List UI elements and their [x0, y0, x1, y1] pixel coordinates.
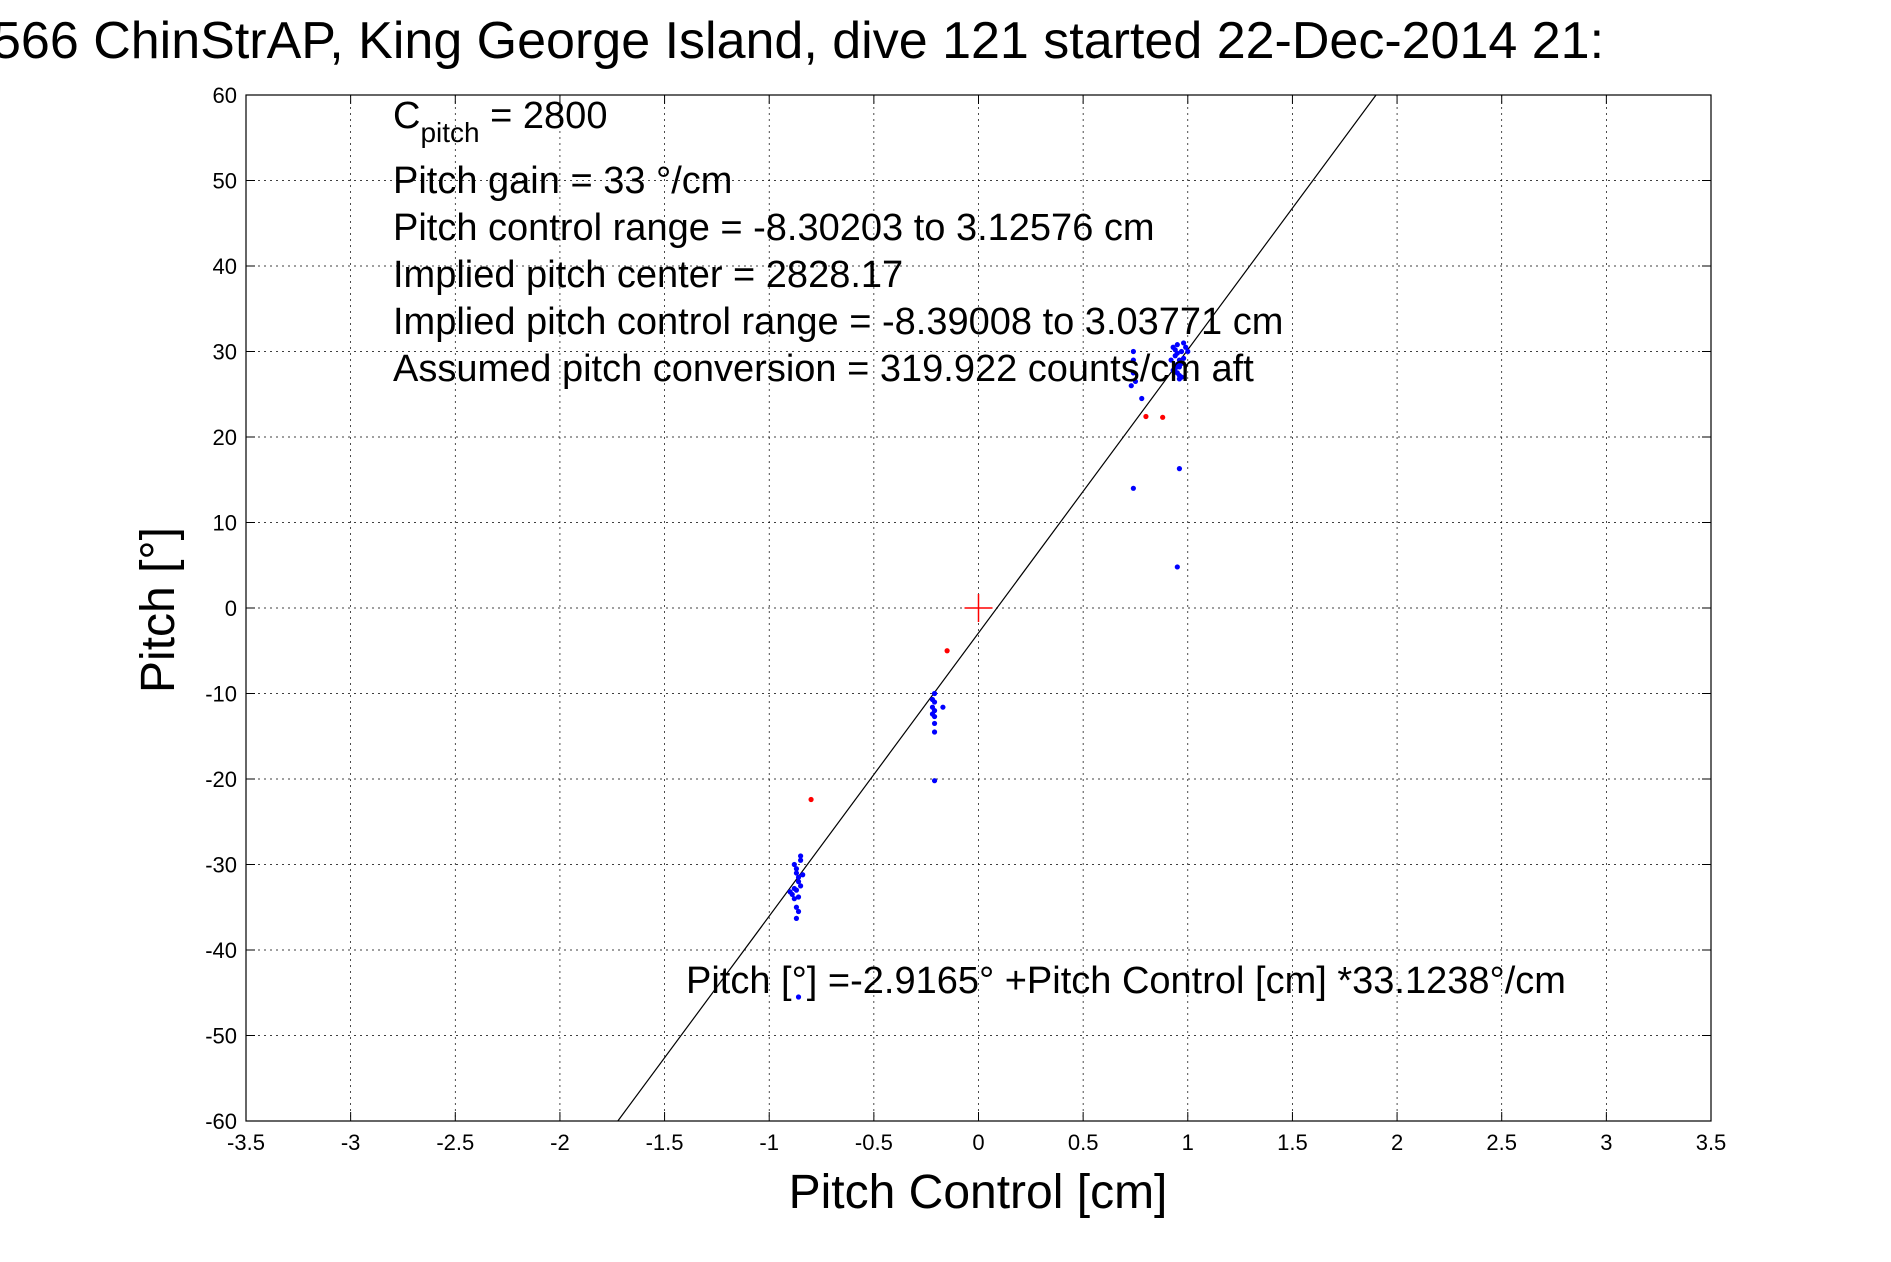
fit-line — [617, 94, 1377, 1122]
blue-data-point — [929, 704, 936, 710]
x-tick-label: 0 — [972, 1130, 984, 1155]
x-tick-label: 0.5 — [1068, 1130, 1099, 1155]
blue-data-point — [1128, 383, 1134, 389]
blue-data-point — [795, 874, 802, 880]
blue-data-point — [1176, 466, 1183, 472]
blue-data-point — [791, 896, 797, 902]
cpitch-main: C — [393, 95, 420, 137]
blue-data-point — [931, 778, 938, 784]
y-tick-label: -20 — [205, 767, 237, 792]
blue-data-point — [1130, 370, 1136, 376]
x-tick-label: 3.5 — [1696, 1130, 1727, 1155]
y-tick-label: 60 — [213, 83, 237, 108]
blue-data-point — [798, 857, 804, 863]
x-tick-label: 1 — [1182, 1130, 1194, 1155]
x-tick-label: 2 — [1391, 1130, 1403, 1155]
blue-data-point — [940, 704, 946, 710]
x-tick-label: -0.5 — [855, 1130, 893, 1155]
red-data-point — [808, 796, 814, 803]
x-axis-label: Pitch Control [cm] — [789, 1166, 1168, 1219]
blue-data-point — [1181, 340, 1187, 346]
chart-title: 566 ChinStrAP, King George Island, dive … — [0, 12, 1605, 70]
blue-data-point — [1178, 360, 1185, 367]
implied-center-annotation: Implied pitch center = 2828.17 — [393, 254, 903, 296]
blue-data-point — [793, 915, 800, 921]
blue-data-point — [795, 994, 802, 1000]
implied-range-annotation: Implied pitch control range = -8.39008 t… — [393, 301, 1283, 343]
blue-data-point — [795, 908, 802, 915]
y-tick-label: -50 — [205, 1024, 237, 1049]
blue-data-point — [931, 720, 938, 727]
x-tick-label: -3.5 — [227, 1130, 265, 1155]
x-tick-label: 2.5 — [1486, 1130, 1517, 1155]
red-data-point — [1160, 414, 1166, 420]
x-tick-label: 3 — [1600, 1130, 1612, 1155]
blue-data-point — [1176, 372, 1183, 379]
blue-data-point — [1130, 348, 1136, 355]
blue-data-point — [1168, 357, 1174, 363]
blue-data-point — [1132, 378, 1139, 385]
blue-data-point — [798, 853, 804, 859]
x-tick-label: -3 — [341, 1130, 361, 1155]
y-tick-label: 10 — [213, 511, 237, 536]
fit-line-group — [617, 94, 1377, 1122]
red-data-point — [1143, 413, 1149, 420]
y-tick-label: 40 — [213, 254, 237, 279]
y-tick-label: -30 — [205, 853, 237, 878]
x-tick-label: 1.5 — [1277, 1130, 1308, 1155]
blue-data-point — [793, 870, 800, 876]
blue-data-point — [1174, 564, 1180, 570]
blue-data-point — [929, 711, 936, 717]
y-tick-label: -10 — [205, 682, 237, 707]
blue-data-point — [1130, 357, 1136, 363]
blue-data-point — [795, 879, 802, 885]
conversion-annotation: Assumed pitch conversion = 319.922 count… — [393, 348, 1254, 390]
center-marker-group — [964, 594, 993, 622]
blue-data-point — [795, 894, 802, 900]
cpitch-subscript: pitch — [420, 117, 479, 148]
y-tick-label: 30 — [213, 340, 237, 365]
control-range-annotation: Pitch control range = -8.30203 to 3.1257… — [393, 207, 1155, 249]
blue-data-point — [1130, 485, 1136, 491]
blue-data-point — [1178, 348, 1185, 355]
blue-data-point — [791, 861, 797, 868]
y-tick-label: -60 — [205, 1109, 237, 1134]
blue-data-point — [931, 729, 938, 735]
blue-data-point — [787, 889, 793, 895]
y-tick-label: 50 — [213, 169, 237, 194]
blue-data-point — [1139, 395, 1145, 402]
x-tick-label: -1.5 — [646, 1130, 684, 1155]
x-tick-label: -2.5 — [436, 1130, 474, 1155]
axis-ticks: -3.5 -3 -2.5 -2 -1.5 -1 -0.5 0 0.5 1 1.5 2 2.5 3 3.5 60… — [205, 83, 1726, 1155]
y-axis-label: Pitch [°] — [132, 527, 185, 693]
x-tick-label: -2 — [550, 1130, 570, 1155]
red-data-point — [944, 648, 950, 654]
blue-data-point — [1170, 367, 1176, 373]
blue-data-point — [1174, 350, 1180, 356]
fit-equation-annotation: Pitch [°] =-2.9165° +Pitch Control [cm] … — [686, 960, 1566, 1002]
blue-data-point — [791, 885, 797, 892]
y-tick-label: -40 — [205, 938, 237, 963]
blue-data-point — [929, 696, 936, 703]
data-points — [787, 340, 1191, 1000]
y-tick-label: 20 — [213, 425, 237, 450]
pitch-gain-annotation: Pitch gain = 33 °/cm — [393, 160, 732, 202]
blue-data-point — [1181, 355, 1187, 361]
blue-data-point — [793, 904, 800, 910]
annotation-block: Cpitch = 2800 Pitch gain = 33 °/cm Pitch… — [393, 95, 1566, 1002]
y-tick-label: 0 — [225, 596, 237, 621]
blue-data-point — [800, 872, 806, 878]
blue-data-point — [1183, 344, 1189, 350]
blue-data-point — [1174, 342, 1180, 348]
blue-data-point — [1185, 348, 1191, 355]
blue-data-point — [793, 866, 800, 872]
cpitch-value: = 2800 — [480, 95, 608, 137]
blue-data-point — [931, 690, 938, 697]
blue-data-point — [798, 883, 804, 889]
cpitch-annotation: Cpitch = 2800 — [393, 95, 607, 148]
x-tick-label: -1 — [759, 1130, 779, 1155]
